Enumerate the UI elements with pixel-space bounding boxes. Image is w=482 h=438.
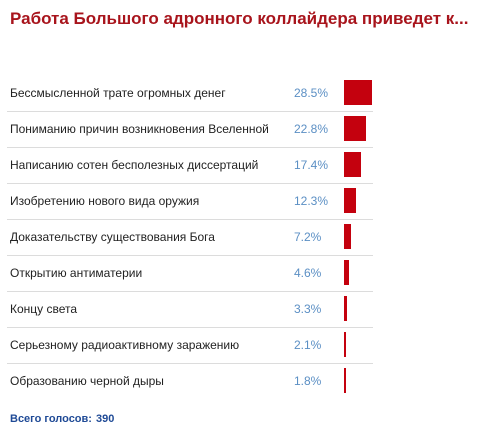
- poll-option-bar: [344, 116, 366, 141]
- poll-option-row: Серьезному радиоактивному заражению 2.1%: [7, 328, 373, 364]
- poll-option-percent: 4.6%: [294, 266, 322, 280]
- poll-title: Работа Большого адронного коллайдера при…: [10, 9, 469, 28]
- poll-option-row: Пониманию причин возникновения Вселенной…: [7, 112, 373, 148]
- poll-results-list: Бессмысленной трате огромных денег 28.5%…: [7, 76, 373, 399]
- poll-option-label: Открытию антиматерии: [10, 266, 143, 280]
- poll-option-label: Серьезному радиоактивному заражению: [10, 338, 240, 352]
- poll-option-row: Написанию сотен бесполезных диссертаций …: [7, 148, 373, 184]
- poll-option-row: Бессмысленной трате огромных денег 28.5%: [7, 76, 373, 112]
- total-votes-value: 390: [95, 413, 115, 425]
- poll-option-bar: [344, 152, 361, 177]
- poll-option-percent: 28.5%: [294, 86, 329, 100]
- poll-option-bar: [344, 296, 347, 321]
- poll-option-label: Образованию черной дыры: [10, 374, 164, 388]
- poll-option-label: Написанию сотен бесполезных диссертаций: [10, 158, 259, 172]
- poll-option-bar: [344, 260, 349, 285]
- poll-option-bar: [344, 332, 346, 357]
- total-votes-label: Всего голосов:: [10, 413, 92, 425]
- poll-option-label: Пониманию причин возникновения Вселенной: [10, 122, 269, 136]
- poll-option-percent: 17.4%: [294, 158, 329, 172]
- poll-option-bar: [344, 368, 346, 393]
- poll-option-row: Концу света 3.3%: [7, 292, 373, 328]
- poll-option-label: Доказательству существования Бога: [10, 230, 215, 244]
- poll-option-row: Открытию антиматерии 4.6%: [7, 256, 373, 292]
- poll-option-row: Доказательству существования Бога 7.2%: [7, 220, 373, 256]
- poll-option-bar: [344, 224, 351, 249]
- poll-option-percent: 2.1%: [294, 338, 322, 352]
- poll-option-percent: 12.3%: [294, 194, 329, 208]
- poll-option-percent: 7.2%: [294, 230, 322, 244]
- poll-option-bar: [344, 80, 372, 105]
- poll-option-bar: [344, 188, 356, 213]
- poll-option-row: Изобретению нового вида оружия 12.3%: [7, 184, 373, 220]
- poll-option-percent: 1.8%: [294, 374, 322, 388]
- poll-option-label: Концу света: [10, 302, 78, 316]
- poll-option-row: Образованию черной дыры 1.8%: [7, 364, 373, 399]
- poll-option-percent: 22.8%: [294, 122, 329, 136]
- poll-option-percent: 3.3%: [294, 302, 322, 316]
- poll-option-label: Изобретению нового вида оружия: [10, 194, 200, 208]
- poll-option-label: Бессмысленной трате огромных денег: [10, 86, 226, 100]
- total-votes: Всего голосов: 390: [10, 413, 114, 425]
